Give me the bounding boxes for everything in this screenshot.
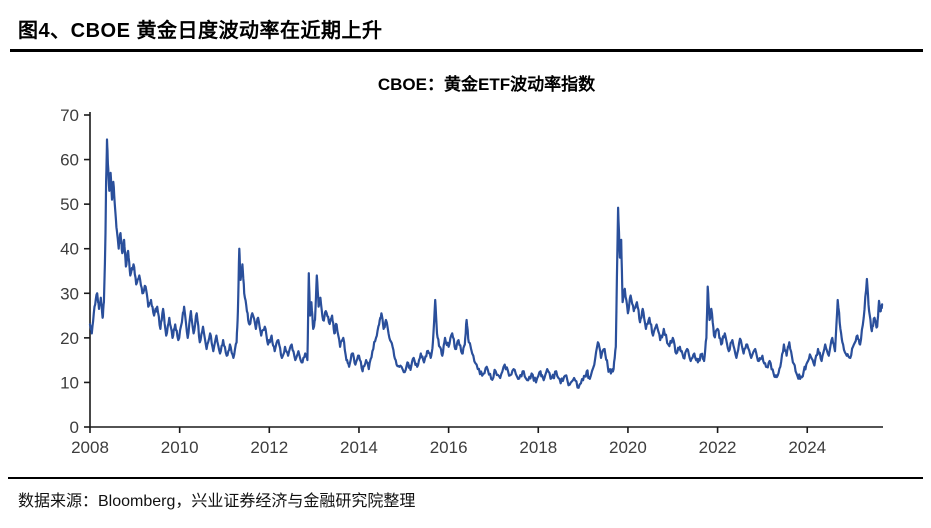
title-divider (10, 49, 923, 52)
axes (89, 112, 883, 428)
y-tick-label: 40 (60, 240, 79, 259)
chart-title: CBOE：黄金ETF波动率指数 (377, 75, 596, 94)
x-tick-label: 2024 (788, 438, 826, 457)
page-title: 图4、CBOE 黄金日度波动率在近期上升 (18, 20, 383, 42)
y-tick-label: 0 (70, 418, 79, 437)
y-tick-label: 60 (60, 151, 79, 170)
y-tick-label: 10 (60, 373, 79, 392)
series-line (88, 138, 884, 389)
x-tick-label: 2020 (609, 438, 647, 457)
x-tick-label: 2014 (340, 438, 378, 457)
x-tick-label: 2008 (71, 438, 109, 457)
y-tick-label: 70 (60, 106, 79, 125)
x-tick-label: 2018 (519, 438, 557, 457)
y-tick-label: 50 (60, 195, 79, 214)
x-tick-label: 2016 (430, 438, 468, 457)
x-tick-label: 2012 (250, 438, 288, 457)
x-tick-label: 2022 (699, 438, 737, 457)
y-tick-label: 30 (60, 284, 79, 303)
x-tick-label: 2010 (161, 438, 199, 457)
y-tick-label: 20 (60, 329, 79, 348)
data-source-note: 数据来源：Bloomberg，兴业证券经济与金融研究院整理 (18, 493, 416, 510)
footer-divider (8, 477, 923, 479)
